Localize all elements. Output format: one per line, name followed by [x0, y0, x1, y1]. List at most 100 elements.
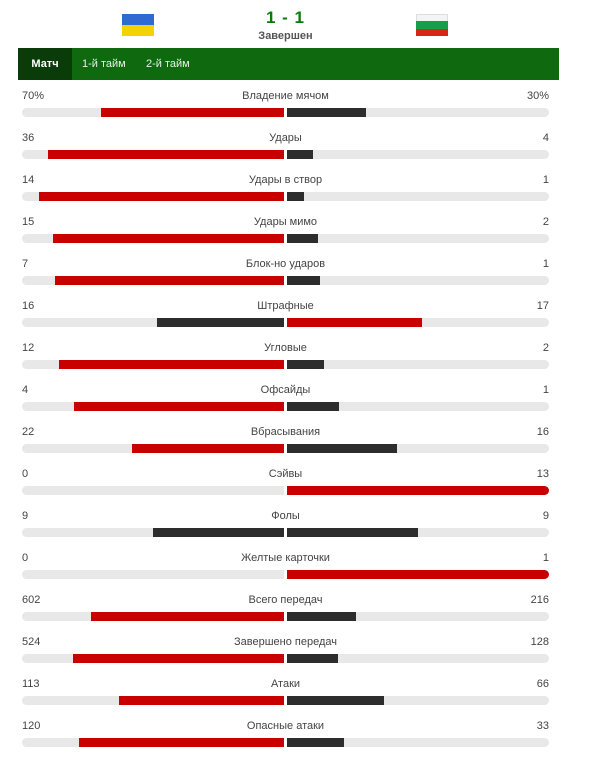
away-team-flag-icon: [416, 14, 448, 36]
period-tabs: Матч 1-й тайм 2-й тайм: [18, 48, 559, 80]
away-stat-track: [287, 402, 549, 411]
stat-name: Завершено передач: [233, 636, 337, 648]
away-stat-track: [287, 570, 549, 579]
home-stat-value: 12: [22, 342, 35, 354]
home-stat-track: [22, 570, 284, 579]
match-header: 1 - 1 Завершен: [0, 0, 601, 46]
stat-name: Удары мимо: [253, 216, 318, 228]
away-stat-bar: [287, 192, 304, 201]
away-stat-bar: [287, 528, 418, 537]
home-stat-bar: [79, 738, 284, 747]
tab-second-half[interactable]: 2-й тайм: [146, 58, 190, 70]
away-stat-track: [287, 150, 549, 159]
stat-name: Желтые карточки: [241, 552, 330, 564]
away-stat-value: 2: [542, 342, 549, 354]
home-stat-value: 0: [22, 552, 29, 564]
home-stat-track: [22, 444, 284, 453]
away-stat-value: 66: [536, 678, 549, 690]
match-status: Завершен: [258, 30, 313, 42]
away-stat-bar: [287, 150, 313, 159]
tab-match[interactable]: Матч: [18, 48, 72, 80]
away-stat-bar: [287, 486, 549, 495]
away-stat-bar: [287, 360, 324, 369]
stat-name: Владение мячом: [242, 90, 329, 102]
away-stat-track: [287, 612, 549, 621]
away-stat-track: [287, 318, 549, 327]
home-stat-value: 7: [22, 258, 29, 270]
away-stat-bar: [287, 402, 339, 411]
away-stat-value: 1: [542, 258, 549, 270]
stat-row: 0 Сэйвы 13: [22, 463, 549, 505]
home-stat-value: 602: [22, 594, 41, 606]
stat-row: 524 Завершено передач 128: [22, 631, 549, 673]
home-stat-track: [22, 486, 284, 495]
stat-row: 16 Штрафные 17: [22, 295, 549, 337]
home-stat-track: [22, 234, 284, 243]
home-stat-bar: [73, 654, 284, 663]
stat-row: 15 Удары мимо 2: [22, 211, 549, 253]
away-stat-track: [287, 360, 549, 369]
away-stat-track: [287, 234, 549, 243]
stat-name: Атаки: [270, 678, 301, 690]
stat-row: 14 Удары в створ 1: [22, 169, 549, 211]
stat-name: Штрафные: [257, 300, 314, 312]
home-stat-track: [22, 150, 284, 159]
home-stat-bar: [48, 150, 284, 159]
match-score: 1 - 1: [265, 8, 306, 27]
home-stat-track: [22, 528, 284, 537]
away-stat-bar: [287, 570, 549, 579]
away-stat-value: 33: [536, 720, 549, 732]
home-team-flag-icon: [122, 14, 154, 36]
home-stat-track: [22, 108, 284, 117]
home-stat-value: 16: [22, 300, 35, 312]
away-stat-value: 4: [542, 132, 549, 144]
away-stat-value: 128: [530, 636, 549, 648]
away-stat-value: 13: [536, 468, 549, 480]
home-stat-value: 70%: [22, 90, 45, 102]
away-stat-bar: [287, 276, 320, 285]
home-stat-bar: [74, 402, 284, 411]
home-stat-value: 524: [22, 636, 41, 648]
home-stat-bar: [132, 444, 284, 453]
away-stat-track: [287, 486, 549, 495]
away-stat-bar: [287, 444, 397, 453]
home-stat-bar: [119, 696, 284, 705]
home-stat-bar: [53, 234, 284, 243]
home-stat-track: [22, 654, 284, 663]
away-stat-bar: [287, 696, 384, 705]
away-stat-value: 9: [542, 510, 549, 522]
away-stat-bar: [287, 738, 344, 747]
stat-row: 0 Желтые карточки 1: [22, 547, 549, 589]
away-stat-value: 17: [536, 300, 549, 312]
away-stat-bar: [287, 234, 318, 243]
away-stat-bar: [287, 654, 338, 663]
stat-row: 12 Угловые 2: [22, 337, 549, 379]
away-stat-value: 2: [542, 216, 549, 228]
tab-first-half[interactable]: 1-й тайм: [82, 58, 126, 70]
stat-name: Удары: [269, 132, 302, 144]
stat-name: Всего передач: [248, 594, 323, 606]
away-stat-track: [287, 276, 549, 285]
home-stat-value: 4: [22, 384, 29, 396]
away-stat-value: 1: [542, 384, 549, 396]
away-stat-track: [287, 654, 549, 663]
stat-name: Опасные атаки: [246, 720, 325, 732]
stat-row: 70% Владение мячом 30%: [22, 85, 549, 127]
stat-name: Вбрасывания: [250, 426, 321, 438]
away-stat-track: [287, 444, 549, 453]
home-stat-track: [22, 696, 284, 705]
home-stat-value: 15: [22, 216, 35, 228]
stat-name: Блок-но ударов: [245, 258, 326, 270]
away-stat-track: [287, 738, 549, 747]
away-stat-track: [287, 192, 549, 201]
away-stat-value: 30%: [526, 90, 549, 102]
home-stat-value: 14: [22, 174, 35, 186]
home-stat-bar: [157, 318, 284, 327]
stat-row: 36 Удары 4: [22, 127, 549, 169]
away-stat-track: [287, 108, 549, 117]
stat-name: Фолы: [271, 510, 300, 522]
home-stat-track: [22, 192, 284, 201]
stat-name: Удары в створ: [248, 174, 323, 186]
home-stat-track: [22, 276, 284, 285]
home-stat-track: [22, 738, 284, 747]
